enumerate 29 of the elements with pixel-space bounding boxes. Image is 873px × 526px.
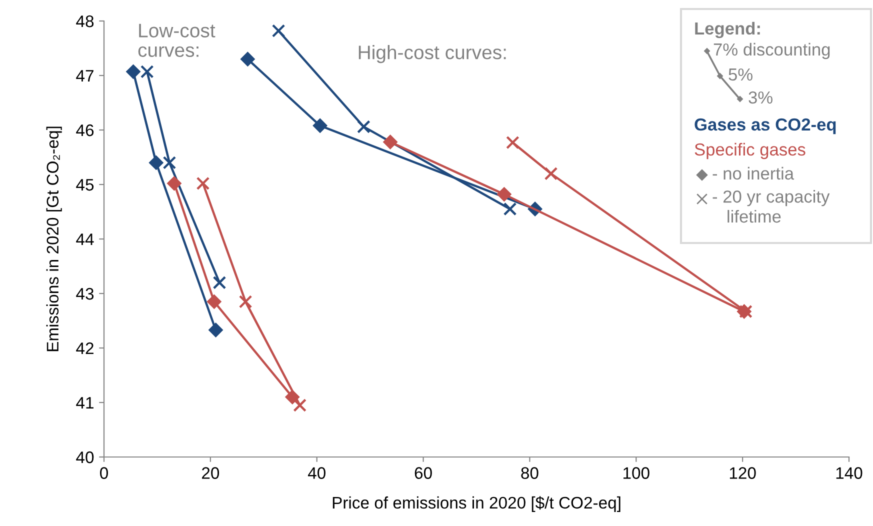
y-tick-label: 40 — [76, 451, 94, 464]
y-tick-label: 48 — [76, 15, 94, 28]
annotation: 3% — [748, 91, 772, 104]
y-tick-label: 43 — [76, 288, 94, 300]
x-tick-label: 40 — [308, 467, 326, 479]
x-tick-label: 60 — [414, 467, 432, 479]
x-axis-title: Price of emissions in 2020 [$/t CO2-eq] — [332, 496, 620, 512]
annotation: 5% — [728, 68, 752, 81]
y-tick-label: 42 — [76, 342, 94, 354]
y-tick-label: 41 — [76, 397, 94, 409]
y-tick-label: 47 — [76, 70, 94, 82]
x-tick-label: 20 — [202, 467, 220, 479]
annotation: Specific gases — [694, 142, 806, 160]
x-tick-label: 120 — [730, 467, 756, 479]
y-axis-title: Emissions in 2020 [Gt CO₂-eq] — [46, 126, 62, 352]
annotation: - no inertia — [712, 166, 794, 180]
y-tick-label: 46 — [76, 124, 94, 136]
annotation: Low-cost curves: — [138, 24, 216, 57]
y-tick-label: 44 — [76, 234, 94, 246]
annotation: 7% discounting — [714, 42, 830, 60]
annotation: Legend: — [695, 22, 760, 38]
annotation: - 20 yr capacity lifetime — [712, 190, 830, 223]
x-tick-label: 140 — [836, 467, 862, 479]
x-tick-label: 80 — [521, 467, 538, 479]
annotation: High-cost curves: — [358, 44, 506, 64]
y-tick-label: 45 — [76, 179, 94, 191]
annotation: Gases as CO2-eq — [694, 118, 836, 134]
x-tick-label: 0 — [100, 467, 108, 479]
x-tick-label: 100 — [624, 467, 650, 479]
